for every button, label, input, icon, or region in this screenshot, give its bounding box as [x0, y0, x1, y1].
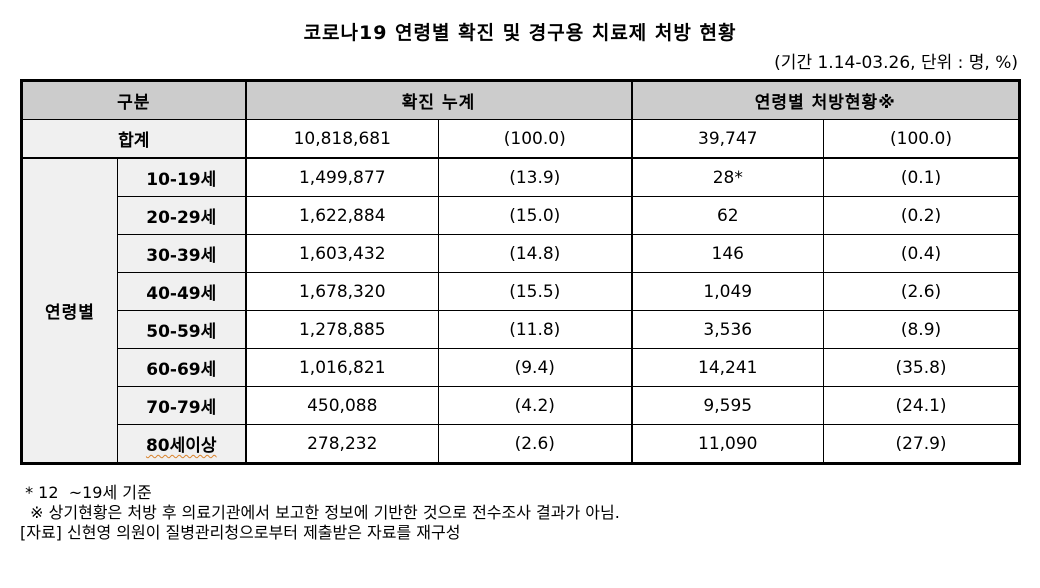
prescribed-count: 146	[630, 234, 825, 273]
table-row: 80세이상 278,232 (2.6) 11,090 (27.9)	[22, 424, 1021, 464]
footnotes: * 12 ~19세 기준 ※ 상기현황은 처방 후 의료기관에서 보고한 정보에…	[20, 483, 620, 543]
confirmed-count: 278,232	[244, 424, 439, 464]
age-label: 50-59세	[117, 310, 246, 349]
age-label: 20-29세	[117, 196, 246, 235]
period-unit-note: (기간 1.14-03.26, 단위 : 명, %)	[774, 53, 1018, 73]
table-row: 60-69세 1,016,821 (9.4) 14,241 (35.8)	[22, 348, 1021, 387]
prescribed-pct: (8.9)	[823, 310, 1021, 349]
confirmed-count: 1,678,320	[244, 272, 439, 311]
age-label: 60-69세	[117, 348, 246, 387]
header-prescription: 연령별 처방현황※	[630, 80, 1021, 120]
header-row: 구분 확진 누계 연령별 처방현황※	[21, 80, 1021, 120]
prescribed-pct: (2.6)	[823, 272, 1021, 311]
prescribed-pct: (0.4)	[823, 234, 1021, 273]
prescribed-pct: (35.8)	[823, 348, 1021, 387]
prescribed-pct: (24.1)	[823, 386, 1021, 425]
age-label: 40-49세	[117, 272, 246, 311]
footnote-source: [자료] 신현영 의원이 질병관리청으로부터 제출받은 자료를 재구성	[20, 523, 461, 542]
footnote-asterisk: * 12 ~19세 기준	[20, 483, 152, 502]
confirmed-count: 450,088	[244, 386, 439, 425]
age-label: 70-79세	[117, 386, 246, 425]
total-confirmed: 10,818,681	[244, 119, 439, 159]
total-row: 합계 10,818,681 (100.0) 39,747 (100.0)	[21, 119, 1021, 159]
prescribed-count: 28*	[630, 157, 825, 197]
page-title: 코로나19 연령별 확진 및 경구용 치료제 처방 현황	[303, 22, 737, 44]
confirmed-pct: (14.8)	[437, 234, 633, 273]
confirmed-pct: (15.0)	[437, 196, 633, 235]
prescribed-count: 11,090	[630, 424, 825, 464]
group-label-age: 연령별	[21, 157, 118, 464]
confirmed-count: 1,016,821	[244, 348, 439, 387]
age-label: 10-19세	[117, 157, 246, 197]
table-row: 30-39세 1,603,432 (14.8) 146 (0.4)	[22, 234, 1021, 273]
prescribed-count: 3,536	[630, 310, 825, 349]
age-label: 30-39세	[117, 234, 246, 273]
table-row: 연령별 10-19세 1,499,877 (13.9) 28* (0.1)	[21, 157, 1021, 464]
age-label: 80세이상	[117, 424, 246, 464]
header-category: 구분	[21, 80, 246, 120]
confirmed-pct: (2.6)	[437, 424, 633, 464]
total-confirmed-pct: (100.0)	[437, 119, 633, 159]
age-label-text: 80세이상	[145, 436, 217, 456]
prescribed-count: 62	[630, 196, 825, 235]
confirmed-pct: (9.4)	[437, 348, 633, 387]
table-row: 50-59세 1,278,885 (11.8) 3,536 (8.9)	[22, 310, 1021, 349]
footnote-reference: ※ 상기현황은 처방 후 의료기관에서 보고한 정보에 기반한 것으로 전수조사…	[20, 503, 620, 522]
table-row: 70-79세 450,088 (4.2) 9,595 (24.1)	[22, 386, 1021, 425]
confirmed-pct: (4.2)	[437, 386, 633, 425]
prescribed-count: 9,595	[630, 386, 825, 425]
confirmed-count: 1,622,884	[244, 196, 439, 235]
total-prescribed-pct: (100.0)	[823, 119, 1021, 159]
confirmed-pct: (13.9)	[437, 157, 633, 197]
total-label: 합계	[21, 119, 246, 159]
confirmed-count: 1,603,432	[244, 234, 439, 273]
confirmed-pct: (15.5)	[437, 272, 633, 311]
table-row: 20-29세 1,622,884 (15.0) 62 (0.2)	[22, 196, 1021, 235]
table-row: 40-49세 1,678,320 (15.5) 1,049 (2.6)	[22, 272, 1021, 311]
prescribed-pct: (27.9)	[823, 424, 1021, 464]
header-confirmed: 확진 누계	[244, 80, 633, 120]
prescribed-count: 14,241	[630, 348, 825, 387]
prescribed-pct: (0.2)	[823, 196, 1021, 235]
data-table: 구분 확진 누계 연령별 처방현황※ 합계 10,818,681 (100.0)…	[20, 79, 1022, 465]
confirmed-count: 1,278,885	[244, 310, 439, 349]
total-prescribed: 39,747	[630, 119, 825, 159]
confirmed-count: 1,499,877	[244, 157, 439, 197]
prescribed-pct: (0.1)	[823, 157, 1021, 197]
confirmed-pct: (11.8)	[437, 310, 633, 349]
prescribed-count: 1,049	[630, 272, 825, 311]
